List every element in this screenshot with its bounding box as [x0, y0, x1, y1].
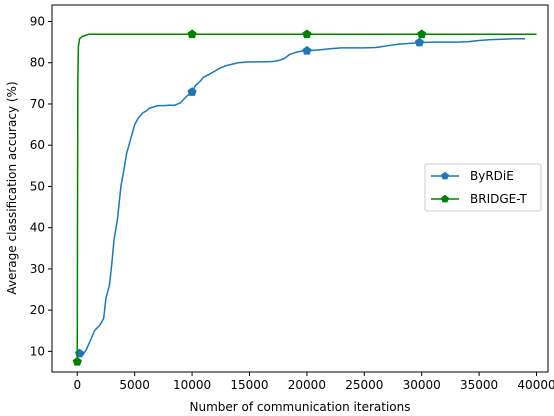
- y-tick-label: 30: [30, 262, 45, 276]
- legend-marker-bridge-t: [441, 194, 449, 203]
- data-point-byrdie: [187, 87, 197, 96]
- legend-marker-byrdie: [441, 171, 449, 180]
- legend-label-bridge-t: BRIDGE-T: [470, 192, 527, 206]
- y-tick-label: 10: [30, 344, 45, 358]
- x-tick-label: 20000: [288, 378, 326, 392]
- y-axis-title: Average classification accuracy (%): [5, 81, 19, 294]
- series-line-byrdie: [77, 38, 526, 356]
- legend: ByRDiE BRIDGE-T: [424, 163, 542, 212]
- y-tick-label: 60: [30, 138, 45, 152]
- series-layer: [72, 29, 537, 366]
- data-point-bridge-t: [417, 29, 427, 39]
- plot-frame: [51, 4, 549, 373]
- x-tick-label: 0: [73, 378, 81, 392]
- x-tick-label: 15000: [230, 378, 268, 392]
- data-point-bridge-t: [72, 356, 82, 366]
- y-tick-label: 70: [30, 97, 45, 111]
- x-tick-label: 10000: [173, 378, 211, 392]
- y-axis: 10 20 30 40 50 60 70 80 90: [30, 14, 52, 358]
- x-axis: 0 5000 10000 15000 20000 25000 30000 35000 40000: [73, 372, 554, 392]
- y-tick-label: 40: [30, 221, 45, 235]
- y-tick-label: 80: [30, 56, 45, 70]
- legend-label-byrdie: ByRDiE: [470, 169, 514, 183]
- x-tick-label: 5000: [119, 378, 150, 392]
- data-point-byrdie: [414, 37, 424, 47]
- x-tick-label: 40000: [517, 378, 554, 392]
- data-point-bridge-t: [302, 29, 312, 39]
- y-tick-label: 90: [30, 14, 45, 28]
- x-axis-title: Number of communication iterations: [190, 400, 411, 414]
- y-tick-label: 20: [30, 303, 45, 317]
- x-tick-label: 25000: [345, 378, 383, 392]
- x-tick-label: 30000: [403, 378, 441, 392]
- y-tick-label: 50: [30, 179, 45, 193]
- series-line-bridge-t: [76, 33, 537, 362]
- data-point-byrdie: [302, 45, 312, 55]
- x-tick-label: 35000: [460, 378, 498, 392]
- data-point-bridge-t: [187, 29, 197, 39]
